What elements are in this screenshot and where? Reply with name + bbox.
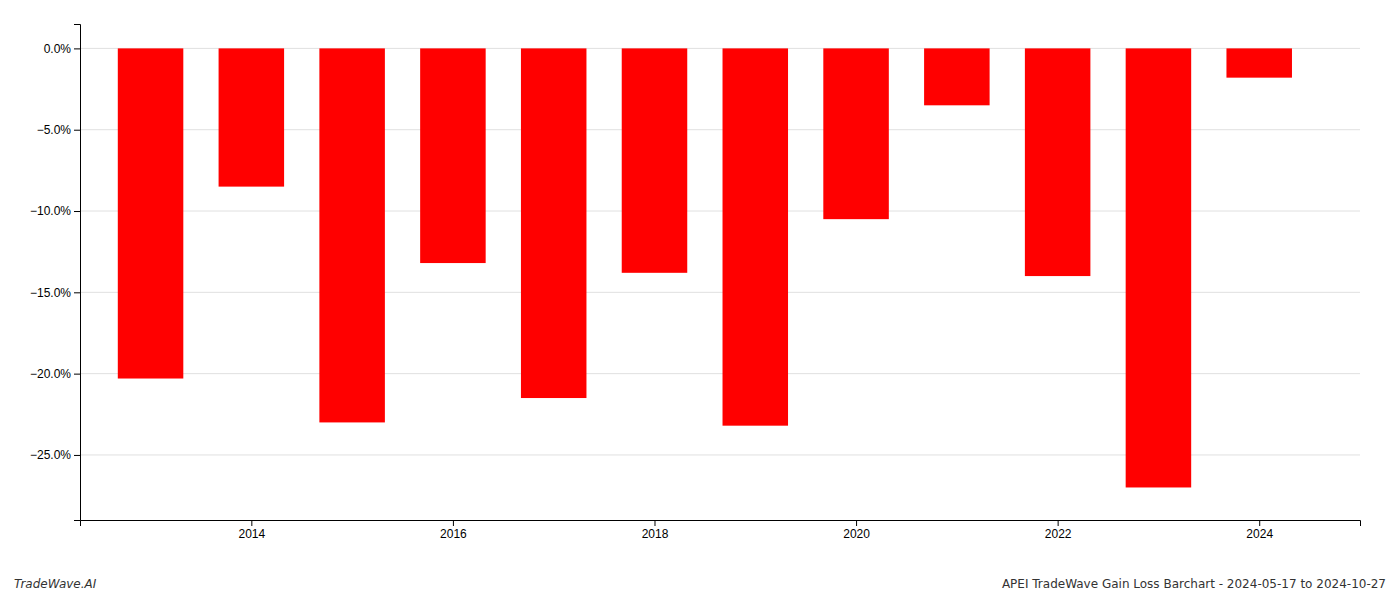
x-tick-label: 2016 (440, 527, 467, 541)
x-tick: 2014 (238, 520, 265, 541)
bar (723, 48, 789, 425)
y-tick-label: −20.0% (30, 367, 71, 381)
y-tick-mark (74, 374, 80, 375)
x-tick: 2020 (843, 520, 870, 541)
x-tick: 2018 (642, 520, 669, 541)
x-tick-mark (251, 520, 252, 526)
bar (924, 48, 990, 105)
bar (1025, 48, 1091, 276)
y-tick-label: 0.0% (44, 42, 72, 56)
x-axis: 2014 2016 2018 2020 2022 2024 (81, 520, 1361, 541)
bar (319, 48, 385, 422)
plot: 0.0%−5.0%−10.0%−15.0%−20.0%−25.0%2014201… (30, 25, 1361, 541)
bar (823, 48, 889, 219)
y-tick-label: −25.0% (30, 448, 71, 462)
bar (1126, 48, 1192, 487)
bar (219, 48, 285, 186)
y-tick-label: −5.0% (37, 123, 72, 137)
y-axis-line (74, 25, 81, 521)
x-tick-mark (856, 520, 857, 526)
x-tick: 2022 (1045, 520, 1072, 541)
bar (118, 48, 184, 378)
x-tick-mark (1259, 520, 1260, 526)
y-tick: −20.0% (30, 367, 80, 381)
x-tick-label: 2014 (238, 527, 265, 541)
x-tick: 2016 (440, 520, 467, 541)
x-tick-mark (654, 520, 655, 526)
x-tick-label: 2024 (1246, 527, 1273, 541)
y-tick-mark (74, 211, 80, 212)
y-tick: 0.0% (44, 42, 80, 56)
x-tick-mark (453, 520, 454, 526)
bar (1226, 48, 1292, 77)
y-tick-mark (74, 455, 80, 456)
y-tick-mark (74, 292, 80, 293)
y-tick: −10.0% (30, 204, 80, 218)
footer-right: APEI TradeWave Gain Loss Barchart - 2024… (1002, 577, 1386, 591)
bars (118, 48, 1292, 487)
y-tick-mark (74, 48, 80, 49)
y-tick: −15.0% (30, 286, 80, 300)
y-axis: 0.0% −5.0% −10.0% −15.0% −20.0% −25.0% (30, 25, 81, 521)
y-tick-label: −15.0% (30, 286, 71, 300)
x-tick: 2024 (1246, 520, 1273, 541)
y-tick-label: −10.0% (30, 204, 71, 218)
footer-left: TradeWave.AI (14, 577, 97, 591)
x-tick-label: 2020 (843, 527, 870, 541)
y-tick-mark (74, 130, 80, 131)
x-axis-line (81, 521, 1361, 527)
bar (521, 48, 587, 398)
y-tick: −5.0% (37, 123, 80, 137)
x-tick-mark (1058, 520, 1059, 526)
chart: 0.0%−5.0%−10.0%−15.0%−20.0%−25.0%2014201… (0, 0, 1400, 600)
x-tick-label: 2018 (642, 527, 669, 541)
bar (622, 48, 688, 272)
x-tick-label: 2022 (1045, 527, 1072, 541)
bar (420, 48, 486, 263)
y-tick: −25.0% (30, 448, 80, 462)
